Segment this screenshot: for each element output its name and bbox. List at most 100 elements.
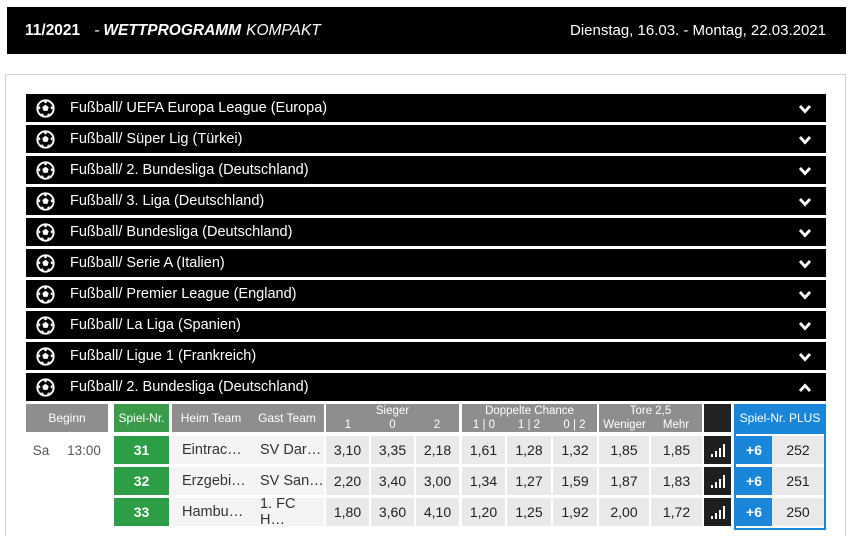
chevron-down-icon[interactable]: [798, 102, 812, 114]
odds-sieger-0[interactable]: 3,60: [371, 498, 414, 526]
chevron-down-icon[interactable]: [798, 226, 812, 238]
odds-sieger-1[interactable]: 2,20: [326, 467, 369, 495]
odds-dc-1-2[interactable]: 1,27: [507, 467, 551, 495]
league-row[interactable]: Fußball/ Ligue 1 (Frankreich): [26, 342, 826, 370]
week-number: 11/2021: [25, 21, 81, 39]
chevron-down-icon[interactable]: [798, 195, 812, 207]
odds-sieger-1[interactable]: 1,80: [326, 498, 369, 526]
chevron-down-icon[interactable]: [798, 350, 812, 362]
chevron-down-icon[interactable]: [798, 319, 812, 331]
home-team: Erzgebi…: [172, 467, 250, 495]
odds-sieger-1[interactable]: 3,10: [326, 436, 369, 464]
soccer-ball-icon: [36, 253, 55, 273]
header-heim-team: Heim Team: [172, 404, 250, 432]
soccer-ball-icon: [36, 129, 55, 149]
plus-button[interactable]: +6: [736, 436, 772, 464]
match-time: 13:00: [67, 442, 101, 458]
league-row[interactable]: Fußball/ Bundesliga (Deutschland): [26, 218, 826, 246]
soccer-ball-icon: [36, 191, 55, 211]
league-title: Fußball/ 2. Bundesliga (Deutschland): [70, 162, 309, 178]
header-sieger-0: 0: [370, 418, 415, 432]
odds-dc-0-2[interactable]: 1,32: [553, 436, 597, 464]
chevron-down-icon[interactable]: [798, 257, 812, 269]
odds-dc-1-2[interactable]: 1,25: [507, 498, 551, 526]
league-row[interactable]: Fußball/ Premier League (England): [26, 280, 826, 308]
odds-weniger[interactable]: 2,00: [599, 498, 649, 526]
header-weniger: Weniger: [599, 418, 650, 432]
league-title: Fußball/ Premier League (England): [70, 286, 297, 302]
league-row[interactable]: Fußball/ 3. Liga (Deutschland): [26, 187, 826, 215]
odds-dc-0-2[interactable]: 1,92: [553, 498, 597, 526]
home-team: Eintrac…: [172, 436, 250, 464]
league-title: Fußball/ Ligue 1 (Frankreich): [70, 348, 257, 364]
header-gast-team: Gast Team: [250, 404, 324, 432]
league-row[interactable]: Fußball/ Süper Lig (Türkei): [26, 125, 826, 153]
league-row[interactable]: Fußball/ 2. Bundesliga (Deutschland): [26, 156, 826, 184]
plus-button[interactable]: +6: [736, 467, 772, 495]
match-day: [26, 467, 56, 495]
match-day: Sa: [32, 442, 50, 458]
soccer-ball-icon: [36, 98, 55, 118]
odds-sieger-2[interactable]: 4,10: [416, 498, 459, 526]
away-team: SV Dar…: [250, 436, 324, 464]
odds-dc-1-0[interactable]: 1,61: [462, 436, 505, 464]
statistics-icon[interactable]: [704, 436, 731, 464]
odds-dc-1-2[interactable]: 1,28: [507, 436, 551, 464]
chevron-down-icon[interactable]: [798, 133, 812, 145]
soccer-ball-icon: [36, 377, 55, 397]
match-day: [26, 498, 56, 526]
title-separator: -: [94, 21, 100, 39]
odds-sieger-2[interactable]: 3,00: [416, 467, 459, 495]
match-number[interactable]: 31: [114, 436, 169, 464]
league-title: Fußball/ La Liga (Spanien): [70, 317, 241, 333]
statistics-icon[interactable]: [704, 467, 731, 495]
program-header-bar: 11/2021 - WETTPROGRAMM KOMPAKT Dienstag,…: [7, 7, 846, 54]
league-row[interactable]: Fußball/ 2. Bundesliga (Deutschland): [26, 373, 826, 401]
plus-match-number: 251: [772, 467, 824, 495]
odds-mehr[interactable]: 1,83: [651, 467, 702, 495]
header-dc-1-0: 1 | 0: [462, 418, 506, 432]
league-row[interactable]: Fußball/ La Liga (Spanien): [26, 311, 826, 339]
match-number[interactable]: 33: [114, 498, 169, 526]
chevron-up-icon[interactable]: [798, 381, 812, 393]
soccer-ball-icon: [36, 346, 55, 366]
odds-table: Beginn Spiel-Nr. Heim Team Gast Team Sieger 1…: [26, 404, 826, 536]
header-beginn: Beginn: [26, 404, 108, 432]
odds-weniger[interactable]: 1,85: [599, 436, 649, 464]
chevron-down-icon[interactable]: [798, 164, 812, 176]
league-row[interactable]: Fußball/ Serie A (Italien): [26, 249, 826, 277]
league-title: Fußball/ Serie A (Italien): [70, 255, 225, 271]
soccer-ball-icon: [36, 222, 55, 242]
soccer-ball-icon: [36, 284, 55, 304]
program-name-bold: WETTPROGRAMM: [103, 21, 242, 39]
header-doppelte-chance: Doppelte Chance: [462, 404, 597, 418]
home-team: Hambu…: [172, 498, 250, 526]
odds-weniger[interactable]: 1,87: [599, 467, 649, 495]
odds-mehr[interactable]: 1,72: [651, 498, 702, 526]
match-time: [56, 467, 112, 495]
away-team: 1. FC H…: [250, 496, 324, 528]
plus-match-number: 250: [772, 498, 824, 526]
header-mehr: Mehr: [650, 418, 702, 432]
odds-dc-1-0[interactable]: 1,20: [462, 498, 505, 526]
header-stats: [704, 404, 731, 432]
odds-sieger-0[interactable]: 3,40: [371, 467, 414, 495]
match-time: [56, 498, 112, 526]
league-row[interactable]: Fußball/ UEFA Europa League (Europa): [26, 94, 826, 122]
match-number[interactable]: 32: [114, 467, 169, 495]
league-title: Fußball/ 2. Bundesliga (Deutschland): [70, 379, 309, 395]
odds-sieger-2[interactable]: 2,18: [416, 436, 459, 464]
header-dc-0-2: 0 | 2: [552, 418, 597, 432]
odds-sieger-0[interactable]: 3,35: [371, 436, 414, 464]
plus-button[interactable]: +6: [736, 498, 772, 526]
odds-dc-0-2[interactable]: 1,59: [553, 467, 597, 495]
chevron-down-icon[interactable]: [798, 288, 812, 300]
header-spiel-nr-plus: Spiel-Nr. PLUS: [734, 404, 826, 432]
date-range: Dienstag, 16.03. - Montag, 22.03.2021: [569, 22, 826, 39]
statistics-icon[interactable]: [704, 498, 731, 526]
soccer-ball-icon: [36, 160, 55, 180]
odds-dc-1-0[interactable]: 1,34: [462, 467, 505, 495]
league-title: Fußball/ UEFA Europa League (Europa): [70, 100, 328, 116]
odds-mehr[interactable]: 1,85: [651, 436, 702, 464]
program-title: 11/2021 - WETTPROGRAMM KOMPAKT: [25, 22, 321, 40]
